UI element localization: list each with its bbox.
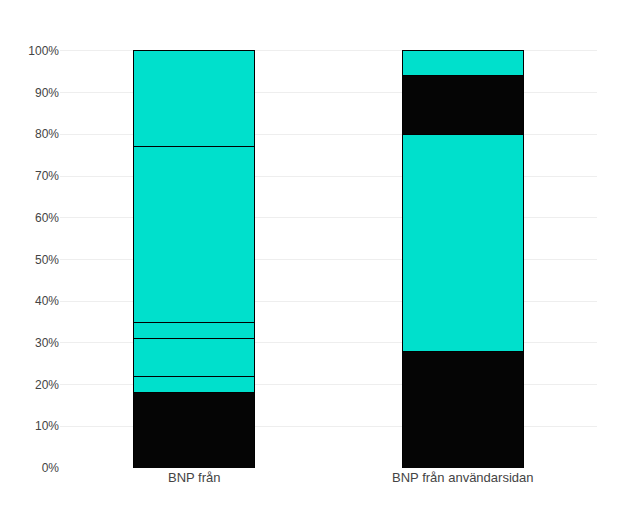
svg-text:30%: 30% bbox=[35, 336, 59, 350]
svg-text:20%: 20% bbox=[35, 378, 59, 392]
svg-text:90%: 90% bbox=[35, 86, 59, 100]
svg-text:60%: 60% bbox=[35, 211, 59, 225]
svg-text:BNP från användarsidan: BNP från användarsidan bbox=[392, 470, 533, 485]
svg-text:100%: 100% bbox=[28, 44, 59, 58]
svg-text:0%: 0% bbox=[42, 461, 60, 475]
svg-text:40%: 40% bbox=[35, 294, 59, 308]
svg-text:80%: 80% bbox=[35, 127, 59, 141]
svg-text:BNP från: BNP från bbox=[168, 470, 221, 485]
svg-text:70%: 70% bbox=[35, 169, 59, 183]
svg-text:10%: 10% bbox=[35, 419, 59, 433]
svg-text:50%: 50% bbox=[35, 253, 59, 267]
